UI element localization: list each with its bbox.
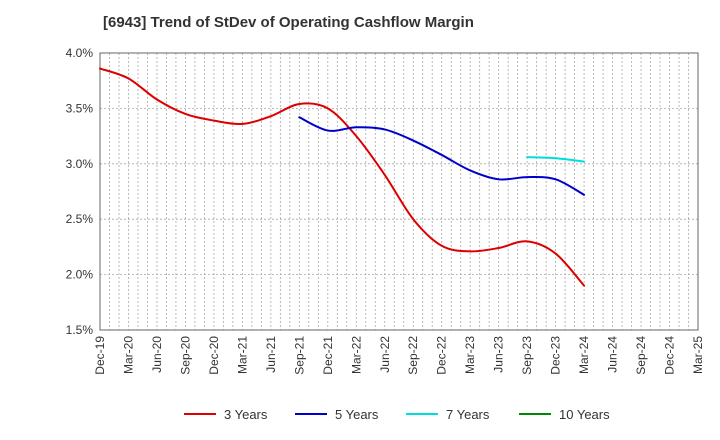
x-tick-label: Sep-23 bbox=[520, 336, 534, 375]
series-line-2 bbox=[298, 116, 586, 196]
x-tick-label: Mar-20 bbox=[121, 336, 135, 374]
x-tick-label: Dec-24 bbox=[663, 336, 677, 375]
x-tick-label: Dec-20 bbox=[207, 336, 221, 375]
x-tick-label: Jun-23 bbox=[492, 336, 506, 373]
x-tick-label: Jun-21 bbox=[264, 336, 278, 373]
axes: 1.5% 2.0% 2.5% 3.0% 3.5% 4.0% Dec-19 Mar-20 Jun-… bbox=[66, 46, 705, 375]
legend-label: 10 Years bbox=[559, 407, 610, 422]
x-tick-label: Mar-21 bbox=[235, 336, 249, 374]
x-tick-label: Mar-22 bbox=[349, 336, 363, 374]
x-tick-label: Mar-24 bbox=[577, 336, 591, 374]
x-tick-label: Jun-22 bbox=[378, 336, 392, 373]
x-tick-label: Dec-21 bbox=[321, 336, 335, 375]
y-tick-label: 1.5% bbox=[66, 323, 94, 337]
x-tick-label: Sep-22 bbox=[406, 336, 420, 375]
y-tick-label: 3.5% bbox=[66, 101, 94, 115]
plot-frame bbox=[99, 52, 699, 331]
chart-title: [6943] Trend of StDev of Operating Cashf… bbox=[103, 14, 474, 31]
legend-label: 7 Years bbox=[446, 407, 490, 422]
y-tick-label: 2.0% bbox=[66, 268, 94, 282]
x-tick-label: Dec-19 bbox=[93, 336, 107, 375]
legend: 3 Years 5 Years 7 Years 10 Years bbox=[184, 407, 610, 422]
legend-label: 3 Years bbox=[224, 407, 268, 422]
y-tick-label: 4.0% bbox=[66, 46, 94, 60]
y-tick-label: 3.0% bbox=[66, 157, 94, 171]
grid bbox=[99, 52, 699, 331]
x-tick-label: Sep-24 bbox=[634, 336, 648, 375]
y-tick-label: 2.5% bbox=[66, 212, 94, 226]
series-line-1 bbox=[99, 67, 586, 287]
series-lines bbox=[99, 67, 586, 287]
x-tick-label: Jun-24 bbox=[606, 336, 620, 373]
x-tick-label: Sep-21 bbox=[292, 336, 306, 375]
legend-label: 5 Years bbox=[335, 407, 379, 422]
series-line-3 bbox=[526, 156, 586, 163]
x-tick-label: Mar-25 bbox=[691, 336, 705, 374]
x-tick-label: Mar-23 bbox=[463, 336, 477, 374]
x-tick-label: Dec-22 bbox=[435, 336, 449, 375]
x-tick-label: Dec-23 bbox=[549, 336, 563, 375]
x-tick-label: Jun-20 bbox=[150, 336, 164, 373]
x-tick-label: Sep-20 bbox=[178, 336, 192, 375]
